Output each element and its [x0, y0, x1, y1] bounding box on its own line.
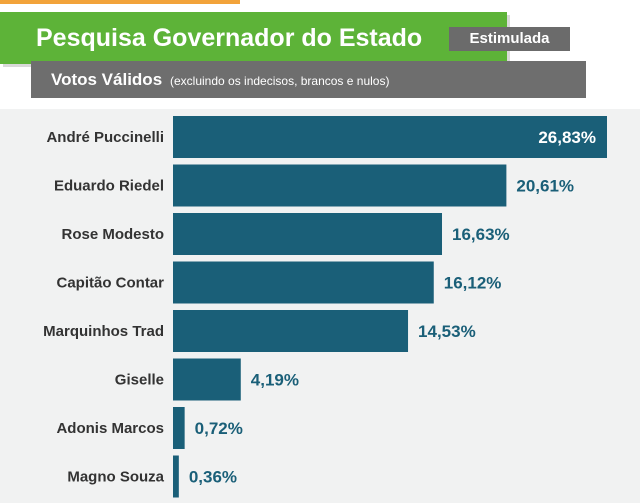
category-label: Eduardo Riedel	[54, 178, 164, 195]
chart-title: Pesquisa Governador do Estado	[36, 24, 423, 52]
bar	[173, 261, 434, 304]
bar	[173, 358, 241, 401]
value-label: 20,61%	[516, 177, 574, 196]
accent-strip	[0, 0, 240, 4]
bar	[173, 310, 409, 352]
value-label: 0,36%	[189, 468, 237, 487]
category-label: Marquinhos Trad	[43, 323, 164, 340]
bar	[173, 455, 179, 498]
value-label: 14,53%	[418, 322, 476, 341]
stimulated-badge: Estimulada	[449, 27, 570, 51]
value-label: 16,63%	[452, 225, 510, 244]
value-label: 26,83%	[538, 128, 596, 147]
category-label: Rose Modesto	[61, 226, 164, 243]
value-label: 16,12%	[444, 274, 502, 293]
category-label: Capitão Contar	[56, 275, 164, 292]
bar	[173, 407, 185, 449]
subtitle-main: Votos Válidos	[51, 70, 163, 89]
bar	[173, 164, 507, 207]
value-label: 0,72%	[195, 419, 243, 438]
category-label: Giselle	[115, 372, 164, 389]
category-label: Magno Souza	[67, 469, 164, 486]
subtitle-note: (excluindo os indecisos, brancos e nulos…	[170, 74, 390, 88]
title-bar: Pesquisa Governador do Estado	[0, 12, 507, 64]
category-label: Adonis Marcos	[56, 420, 164, 437]
subtitle-bar: Votos Válidos (excluindo os indecisos, b…	[31, 61, 586, 98]
bar	[173, 116, 607, 158]
value-label: 4,19%	[251, 371, 299, 390]
bar	[173, 213, 443, 255]
category-label: André Puccinelli	[46, 129, 164, 146]
